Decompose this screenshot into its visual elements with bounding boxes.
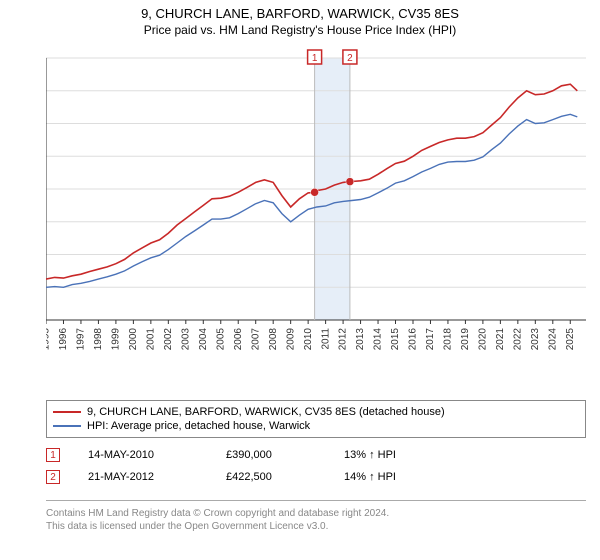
svg-text:2006: 2006 bbox=[233, 328, 244, 351]
svg-text:2002: 2002 bbox=[163, 328, 174, 351]
legend-swatch bbox=[53, 411, 81, 413]
svg-text:2022: 2022 bbox=[512, 328, 523, 351]
legend-item: HPI: Average price, detached house, Warw… bbox=[53, 419, 579, 433]
svg-text:2005: 2005 bbox=[215, 328, 226, 351]
svg-text:2: 2 bbox=[347, 53, 353, 64]
sale-price: £422,500 bbox=[226, 471, 316, 483]
svg-text:2007: 2007 bbox=[250, 328, 261, 351]
svg-text:2024: 2024 bbox=[547, 328, 558, 351]
svg-text:2014: 2014 bbox=[373, 328, 384, 351]
svg-text:2019: 2019 bbox=[460, 328, 471, 351]
svg-text:2008: 2008 bbox=[268, 328, 279, 351]
svg-text:1: 1 bbox=[312, 53, 318, 64]
sale-row: 1 14-MAY-2010 £390,000 13% ↑ HPI bbox=[46, 444, 586, 466]
svg-text:2011: 2011 bbox=[320, 328, 331, 350]
svg-text:1999: 1999 bbox=[111, 328, 122, 351]
svg-text:2000: 2000 bbox=[128, 328, 139, 351]
svg-text:2025: 2025 bbox=[565, 328, 576, 351]
svg-text:1997: 1997 bbox=[76, 328, 87, 351]
legend-label: HPI: Average price, detached house, Warw… bbox=[87, 420, 310, 432]
price-chart: £0£100K£200K£300K£400K£500K£600K£700K£80… bbox=[46, 48, 586, 358]
sale-row: 2 21-MAY-2012 £422,500 14% ↑ HPI bbox=[46, 466, 586, 488]
svg-text:1996: 1996 bbox=[58, 328, 69, 351]
svg-text:2017: 2017 bbox=[425, 328, 436, 351]
svg-text:2004: 2004 bbox=[198, 328, 209, 351]
sale-marker-icon: 1 bbox=[46, 448, 60, 462]
footer-line: This data is licensed under the Open Gov… bbox=[46, 520, 586, 533]
svg-text:1998: 1998 bbox=[93, 328, 104, 351]
sale-delta: 13% ↑ HPI bbox=[344, 449, 434, 461]
legend-label: 9, CHURCH LANE, BARFORD, WARWICK, CV35 8… bbox=[87, 406, 445, 418]
svg-text:2015: 2015 bbox=[390, 328, 401, 351]
svg-text:1995: 1995 bbox=[46, 328, 52, 351]
sale-price: £390,000 bbox=[226, 449, 316, 461]
sale-delta: 14% ↑ HPI bbox=[344, 471, 434, 483]
svg-text:2018: 2018 bbox=[443, 328, 454, 351]
sale-date: 14-MAY-2010 bbox=[88, 449, 198, 461]
page-title: 9, CHURCH LANE, BARFORD, WARWICK, CV35 8… bbox=[0, 0, 600, 23]
legend-swatch bbox=[53, 425, 81, 427]
sales-table: 1 14-MAY-2010 £390,000 13% ↑ HPI 2 21-MA… bbox=[46, 444, 586, 488]
svg-text:2003: 2003 bbox=[180, 328, 191, 351]
svg-text:2010: 2010 bbox=[303, 328, 314, 351]
svg-text:2020: 2020 bbox=[478, 328, 489, 351]
svg-text:2001: 2001 bbox=[145, 328, 156, 351]
svg-text:2021: 2021 bbox=[495, 328, 506, 351]
footer-line: Contains HM Land Registry data © Crown c… bbox=[46, 507, 586, 520]
svg-text:2012: 2012 bbox=[338, 328, 349, 351]
svg-text:2009: 2009 bbox=[285, 328, 296, 351]
footer: Contains HM Land Registry data © Crown c… bbox=[46, 500, 586, 533]
legend-item: 9, CHURCH LANE, BARFORD, WARWICK, CV35 8… bbox=[53, 405, 579, 419]
sale-marker-icon: 2 bbox=[46, 470, 60, 484]
svg-text:2013: 2013 bbox=[355, 328, 366, 351]
svg-text:2016: 2016 bbox=[408, 328, 419, 351]
svg-text:2023: 2023 bbox=[530, 328, 541, 351]
sale-date: 21-MAY-2012 bbox=[88, 471, 198, 483]
page-subtitle: Price paid vs. HM Land Registry's House … bbox=[0, 23, 600, 41]
legend: 9, CHURCH LANE, BARFORD, WARWICK, CV35 8… bbox=[46, 400, 586, 438]
